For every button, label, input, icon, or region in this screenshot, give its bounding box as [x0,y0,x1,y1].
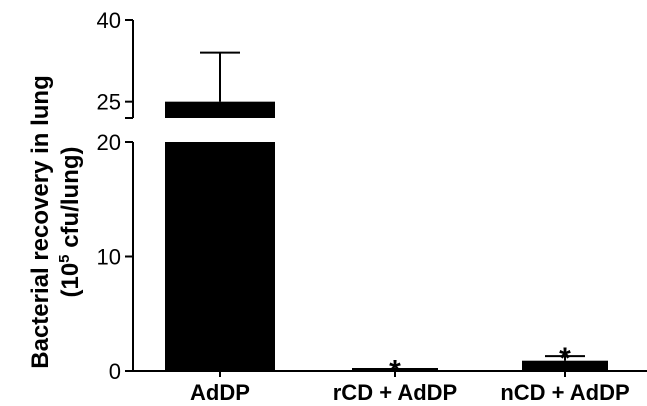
y-tick-label: 0 [109,359,121,384]
y-axis-label: Bacterial recovery in lung [27,75,54,368]
bar [165,142,275,371]
bars [165,53,608,371]
significance-star: * [559,342,571,375]
y-axis-label-unit-suffix: cfu/lung) [57,146,84,254]
x-tick-label: AdDP [190,380,250,405]
y-axis-label-unit-sup: 5 [56,254,73,262]
significance-star: * [389,355,401,388]
y-tick-label: 25 [97,90,121,115]
y-tick-label: 20 [97,130,121,155]
y-tick-label: 10 [97,245,121,270]
x-tick-label: nCD + AdDP [500,380,629,405]
y-tick-label: 40 [97,8,121,33]
y-axis-label-unit-prefix: (10 [57,263,84,298]
bar [165,102,275,118]
y-axis-label-unit: (105 cfu/lung) [56,146,84,297]
